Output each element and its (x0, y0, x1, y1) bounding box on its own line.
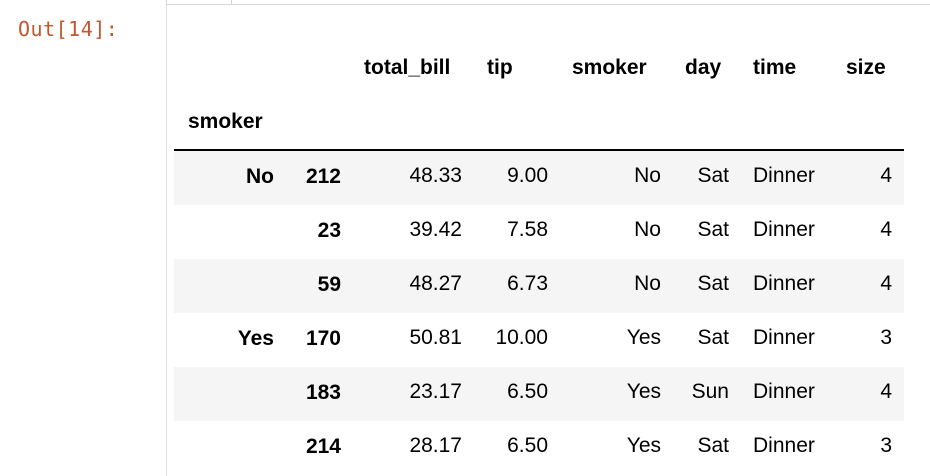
cell-total-bill: 39.42 (409, 218, 462, 241)
cell-time: Dinner (753, 218, 815, 241)
cell-time: Dinner (753, 272, 815, 295)
column-header-total-bill: total_bill (364, 56, 451, 79)
group-label-no: No (246, 165, 274, 188)
cell-tip: 10.00 (495, 326, 548, 349)
cell-day: Sat (697, 326, 729, 349)
cell-day: Sat (697, 164, 729, 187)
previous-cell-edge (166, 0, 930, 5)
row-index: 59 (317, 273, 341, 296)
column-header-day: day (685, 56, 722, 79)
cell-total-bill: 50.81 (409, 326, 462, 349)
cell-day: Sat (697, 218, 729, 241)
cell-day: Sat (697, 434, 729, 457)
output-prompt: Out[14]: (18, 17, 119, 41)
cell-smoker: Yes (626, 434, 661, 457)
cell-size: 4 (880, 380, 892, 403)
cell-smoker: No (634, 272, 661, 295)
cell-total-bill: 48.27 (409, 272, 462, 295)
row-stripe (174, 259, 904, 313)
cell-time: Dinner (753, 380, 815, 403)
row-index: 183 (305, 381, 341, 404)
row-stripe (174, 151, 904, 205)
cell-day: Sat (697, 272, 729, 295)
cell-tip: 7.58 (507, 218, 548, 241)
cell-size: 4 (880, 272, 892, 295)
cell-tip: 6.50 (507, 380, 548, 403)
row-index: 214 (305, 435, 341, 458)
column-header-tip: tip (487, 56, 513, 79)
index-name: smoker (188, 110, 263, 133)
cell-smoker: No (634, 164, 661, 187)
column-header-smoker: smoker (572, 56, 647, 79)
cell-tip: 9.00 (507, 164, 548, 187)
header-rule (174, 149, 904, 151)
cell-size: 3 (880, 434, 892, 457)
cell-time: Dinner (753, 326, 815, 349)
cell-smoker: Yes (626, 326, 661, 349)
column-header-time: time (753, 56, 797, 79)
cell-smoker: No (634, 218, 661, 241)
column-header-size: size (846, 56, 886, 79)
cell-tip: 6.73 (507, 272, 548, 295)
cell-smoker: Yes (626, 380, 661, 403)
group-label-yes: Yes (237, 327, 274, 350)
row-index: 23 (317, 219, 341, 242)
cell-size: 4 (880, 218, 892, 241)
row-index: 212 (305, 165, 341, 188)
cell-size: 3 (880, 326, 892, 349)
cell-day: Sun (691, 380, 729, 403)
row-index: 170 (305, 327, 341, 350)
cell-total-bill: 48.33 (409, 164, 462, 187)
cell-time: Dinner (753, 434, 815, 457)
cell-time: Dinner (753, 164, 815, 187)
cell-size: 4 (880, 164, 892, 187)
cell-total-bill: 23.17 (409, 380, 462, 403)
cell-total-bill: 28.17 (409, 434, 462, 457)
previous-cell-divider (231, 0, 232, 5)
cell-border (166, 5, 167, 476)
cell-tip: 6.50 (507, 434, 548, 457)
row-stripe (174, 367, 904, 421)
